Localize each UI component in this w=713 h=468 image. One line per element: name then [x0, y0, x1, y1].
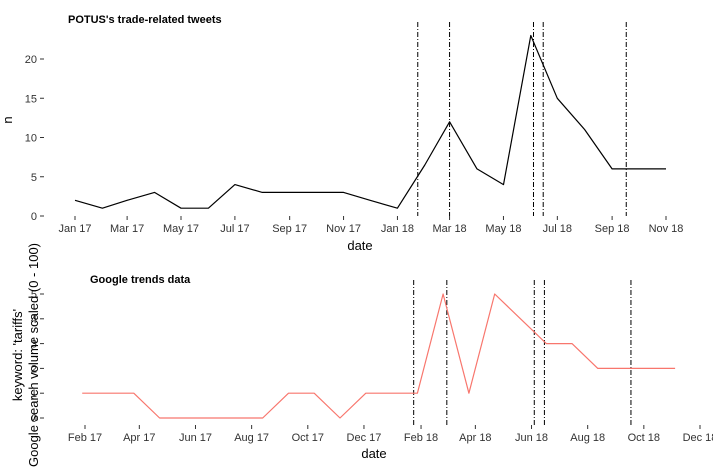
x-tick-label: Feb 17	[68, 432, 102, 444]
x-tick-label: Aug 17	[234, 432, 269, 444]
x-tick-label: Sep 17	[272, 223, 307, 235]
x-tick-label: Mar 18	[432, 223, 466, 235]
y-tick-label: 10	[25, 133, 37, 145]
y-axis-label: n	[0, 116, 15, 123]
x-tick-label: Apr 17	[123, 432, 155, 444]
panel-1: POTUS's trade-related tweets 0 5 10 15 20 Jan …	[0, 14, 683, 253]
x-tick-label: May 17	[163, 223, 199, 235]
x-tick-label: Jul 17	[220, 223, 249, 235]
series-line	[74, 34, 666, 209]
y-tick-label: 5	[31, 172, 37, 184]
x-tick-label: Dec 17	[347, 432, 382, 444]
x-tick-label: Aug 18	[570, 432, 605, 444]
y-tick-label: 5	[31, 289, 37, 301]
panel-2: Google trends data 0 1 2 3 4 5 Feb 17 Apr 17 Jun …	[10, 243, 713, 467]
chart-title: Google trends data	[90, 274, 191, 286]
y-tick-label: 15	[25, 93, 37, 105]
x-tick-label: Jun 18	[515, 432, 548, 444]
y-tick-label: 2	[31, 363, 37, 375]
x-axis-label: date	[347, 238, 372, 253]
x-tick-label: May 18	[485, 223, 521, 235]
y-tick-label: 0	[31, 413, 37, 425]
x-tick-label: Jan 17	[58, 223, 91, 235]
y-tick-label: 0	[31, 211, 37, 223]
x-tick-label: Apr 18	[459, 432, 491, 444]
x-tick-label: Sep 18	[595, 223, 630, 235]
y-tick-label: 1	[31, 388, 37, 400]
x-axis-label: date	[361, 446, 386, 461]
x-tick-label: Dec 18	[683, 432, 713, 444]
x-tick-label: Jun 17	[179, 432, 212, 444]
y-axis-label-line-2: Google search volume scaled (0 - 100)	[26, 243, 41, 467]
x-tick-label: Feb 18	[404, 432, 438, 444]
chart-title: POTUS's trade-related tweets	[68, 14, 222, 26]
x-tick-label: Nov 18	[649, 223, 684, 235]
y-axis-label-line-1: keyword: 'tariffs'	[10, 309, 25, 401]
x-tick-label: Jan 18	[381, 223, 414, 235]
x-tick-label: Jul 18	[543, 223, 572, 235]
series-line	[82, 293, 676, 419]
x-tick-label: Mar 17	[110, 223, 144, 235]
y-tick-label: 4	[31, 314, 37, 326]
y-tick-label: 20	[25, 54, 37, 66]
y-tick-label: 3	[31, 339, 37, 351]
x-tick-label: Oct 18	[628, 432, 660, 444]
x-tick-label: Oct 17	[292, 432, 324, 444]
x-tick-label: Nov 17	[326, 223, 361, 235]
